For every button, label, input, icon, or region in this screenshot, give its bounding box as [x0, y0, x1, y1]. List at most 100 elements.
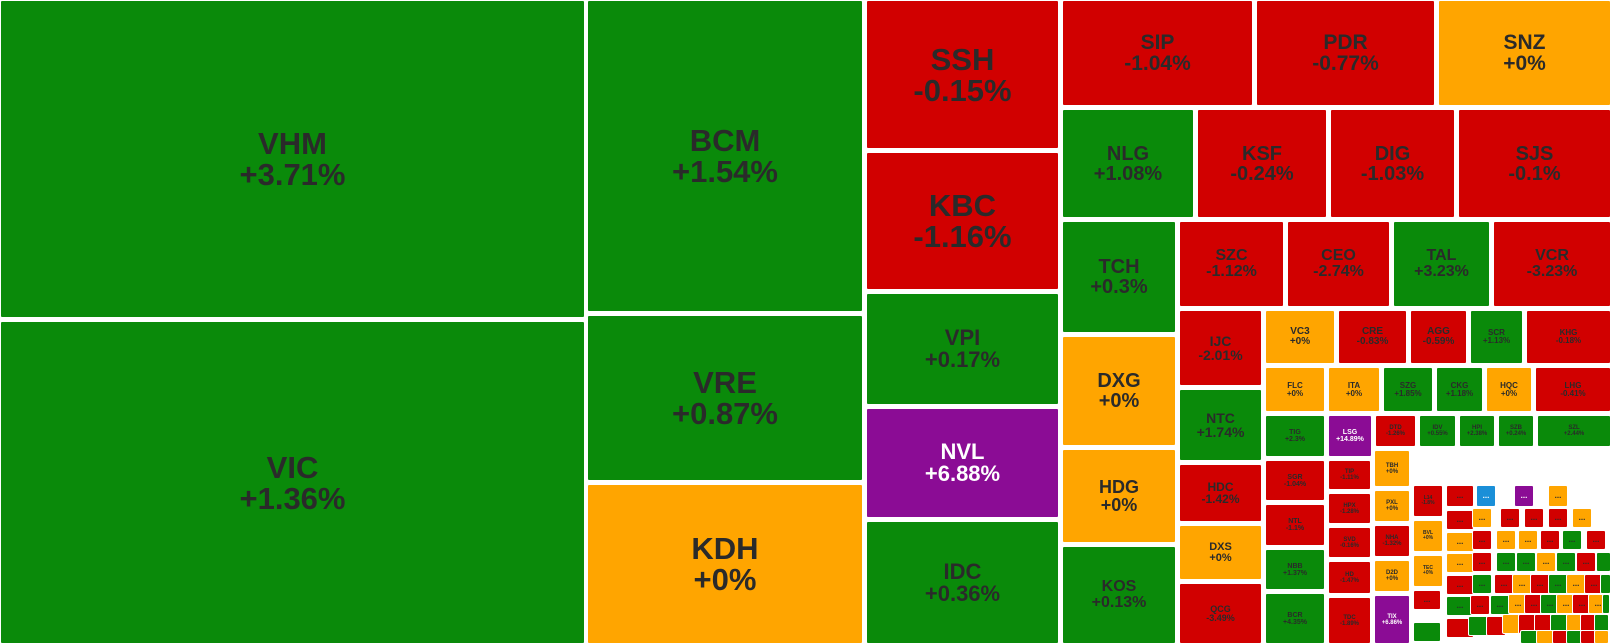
tile-small[interactable]: ...: [1476, 485, 1496, 507]
tile-ita[interactable]: ITA +0%: [1328, 367, 1380, 412]
tile-idc[interactable]: IDC +0.36%: [866, 521, 1059, 644]
tile-small[interactable]: ...: [1530, 574, 1550, 594]
tile-nvl[interactable]: NVL +6.88%: [866, 408, 1059, 518]
tile-small[interactable]: [1594, 630, 1609, 644]
tile-tix[interactable]: TIX +6.86%: [1374, 595, 1410, 644]
tile-small[interactable]: ...: [1446, 485, 1474, 507]
tile-small[interactable]: ...: [1548, 485, 1568, 507]
tile-small[interactable]: ...: [1562, 530, 1582, 550]
tile-hpi[interactable]: HPI +2.38%: [1459, 415, 1495, 447]
tile-bcr[interactable]: BCR +4.35%: [1265, 593, 1325, 644]
tile-ceo[interactable]: CEO -2.74%: [1287, 221, 1390, 307]
tile-small[interactable]: ...: [1472, 508, 1492, 528]
tile-kdh[interactable]: KDH +0%: [587, 484, 863, 644]
tile-svd[interactable]: SVD -0.16%: [1328, 527, 1371, 558]
tile-tec[interactable]: TEC +0%: [1413, 555, 1443, 587]
tile-vpi[interactable]: VPI +0.17%: [866, 293, 1059, 405]
tile-small[interactable]: ...: [1556, 552, 1576, 572]
tile-lhg[interactable]: LHG -0.41%: [1535, 367, 1611, 412]
tile-agg[interactable]: AGG -0.59%: [1410, 310, 1467, 364]
tile-ijc[interactable]: IJC -2.01%: [1179, 310, 1262, 386]
tile-small[interactable]: ...: [1446, 510, 1474, 530]
tile-small[interactable]: ...: [1514, 485, 1534, 507]
tile-szg[interactable]: SZG +1.85%: [1383, 367, 1433, 412]
tile-szb[interactable]: SZB +0.24%: [1498, 415, 1534, 447]
tile-small[interactable]: ...: [1446, 575, 1474, 595]
tile-tch[interactable]: TCH +0.3%: [1062, 221, 1176, 333]
tile-ntl[interactable]: NTL -1.1%: [1265, 504, 1325, 546]
tile-small[interactable]: ...: [1540, 530, 1560, 550]
tile-small[interactable]: ...: [1500, 508, 1520, 528]
tile-small[interactable]: ...: [1496, 530, 1516, 550]
tile-pdr[interactable]: PDR -0.77%: [1256, 0, 1435, 106]
tile-small[interactable]: [1596, 552, 1611, 572]
tile-dig[interactable]: DIG -1.03%: [1330, 109, 1455, 218]
tile-d2d[interactable]: D2D +0%: [1374, 560, 1410, 592]
tile-small[interactable]: ...: [1524, 508, 1544, 528]
tile-hd[interactable]: HD -1.47%: [1328, 561, 1371, 594]
tile-ssh[interactable]: SSH -0.15%: [866, 0, 1059, 149]
tile-tal[interactable]: TAL +3.23%: [1393, 221, 1490, 307]
tile-small[interactable]: ...: [1413, 590, 1441, 610]
tile-small[interactable]: [1600, 574, 1611, 594]
tile-small[interactable]: ...: [1472, 552, 1492, 572]
tile-small[interactable]: ...: [1472, 530, 1492, 550]
tile-tig[interactable]: TIG +2.3%: [1265, 415, 1325, 457]
tile-small[interactable]: ...: [1586, 530, 1606, 550]
tile-small[interactable]: ...: [1496, 552, 1516, 572]
tile-khg[interactable]: KHG -0.18%: [1526, 310, 1611, 364]
tile-dxs[interactable]: DXS +0%: [1179, 525, 1262, 580]
tile-sip[interactable]: SIP -1.04%: [1062, 0, 1253, 106]
tile-vc3[interactable]: VC3 +0%: [1265, 310, 1335, 364]
tile-sgr[interactable]: SGR -1.04%: [1265, 460, 1325, 501]
tile-small[interactable]: [1602, 594, 1610, 614]
tile-small[interactable]: ...: [1446, 553, 1474, 573]
tile-snz[interactable]: SNZ +0%: [1438, 0, 1611, 106]
tile-l14[interactable]: L14 -1.8%: [1413, 485, 1443, 517]
tile-szc[interactable]: SZC -1.12%: [1179, 221, 1284, 307]
tile-vre[interactable]: VRE +0.87%: [587, 315, 863, 481]
tile-small[interactable]: ...: [1516, 552, 1536, 572]
tile-nlg[interactable]: NLG +1.08%: [1062, 109, 1194, 218]
tile-scr[interactable]: SCR +1.13%: [1470, 310, 1523, 364]
tile-nbb[interactable]: NBB +1.37%: [1265, 549, 1325, 590]
tile-small[interactable]: ...: [1572, 508, 1592, 528]
tile-small[interactable]: ...: [1472, 574, 1492, 594]
tile-ksf[interactable]: KSF -0.24%: [1197, 109, 1327, 218]
tile-lsg[interactable]: LSG +14.89%: [1328, 415, 1372, 457]
tile-small[interactable]: ...: [1490, 595, 1510, 615]
tile-hdg[interactable]: HDG +0%: [1062, 449, 1176, 543]
tile-dxg[interactable]: DXG +0%: [1062, 336, 1176, 446]
tile-sjs[interactable]: SJS -0.1%: [1458, 109, 1611, 218]
tile-hpx[interactable]: HPX -1.28%: [1328, 493, 1371, 524]
tile-small[interactable]: ...: [1548, 574, 1568, 594]
tile-small[interactable]: ...: [1548, 508, 1568, 528]
tile-small[interactable]: ...: [1494, 574, 1514, 594]
tile-ckg[interactable]: CKG +1.18%: [1436, 367, 1483, 412]
tile-small[interactable]: ...: [1446, 596, 1474, 616]
tile-ntc[interactable]: NTC +1.74%: [1179, 389, 1262, 461]
tile-vcr[interactable]: VCR -3.23%: [1493, 221, 1611, 307]
tile-small[interactable]: ...: [1512, 574, 1532, 594]
tile-flc[interactable]: FLC +0%: [1265, 367, 1325, 412]
tile-qcg[interactable]: QCG -3.49%: [1179, 583, 1262, 644]
tile-kos[interactable]: KOS +0.13%: [1062, 546, 1176, 644]
tile-small[interactable]: ...: [1566, 574, 1586, 594]
tile-hqc[interactable]: HQC +0%: [1486, 367, 1532, 412]
tile-cre[interactable]: CRE -0.83%: [1338, 310, 1407, 364]
tile-small[interactable]: [1413, 622, 1441, 642]
tile-small[interactable]: ...: [1576, 552, 1596, 572]
tile-dtd[interactable]: DTD -1.26%: [1375, 415, 1416, 447]
tile-tip[interactable]: TIP -1.11%: [1328, 460, 1371, 490]
tile-bvl[interactable]: BVL +0%: [1413, 520, 1443, 552]
tile-small[interactable]: ...: [1446, 532, 1474, 552]
tile-tbh[interactable]: TBH +0%: [1374, 450, 1410, 487]
tile-small[interactable]: ...: [1470, 595, 1490, 615]
tile-pxl[interactable]: PXL +0%: [1374, 490, 1410, 522]
tile-kbc[interactable]: KBC -1.16%: [866, 152, 1059, 290]
tile-small[interactable]: ...: [1536, 552, 1556, 572]
tile-small[interactable]: ...: [1518, 530, 1538, 550]
tile-nha[interactable]: NHA -1.32%: [1374, 525, 1410, 557]
tile-bcm[interactable]: BCM +1.54%: [587, 0, 863, 312]
tile-idv[interactable]: IDV +0.55%: [1419, 415, 1456, 447]
